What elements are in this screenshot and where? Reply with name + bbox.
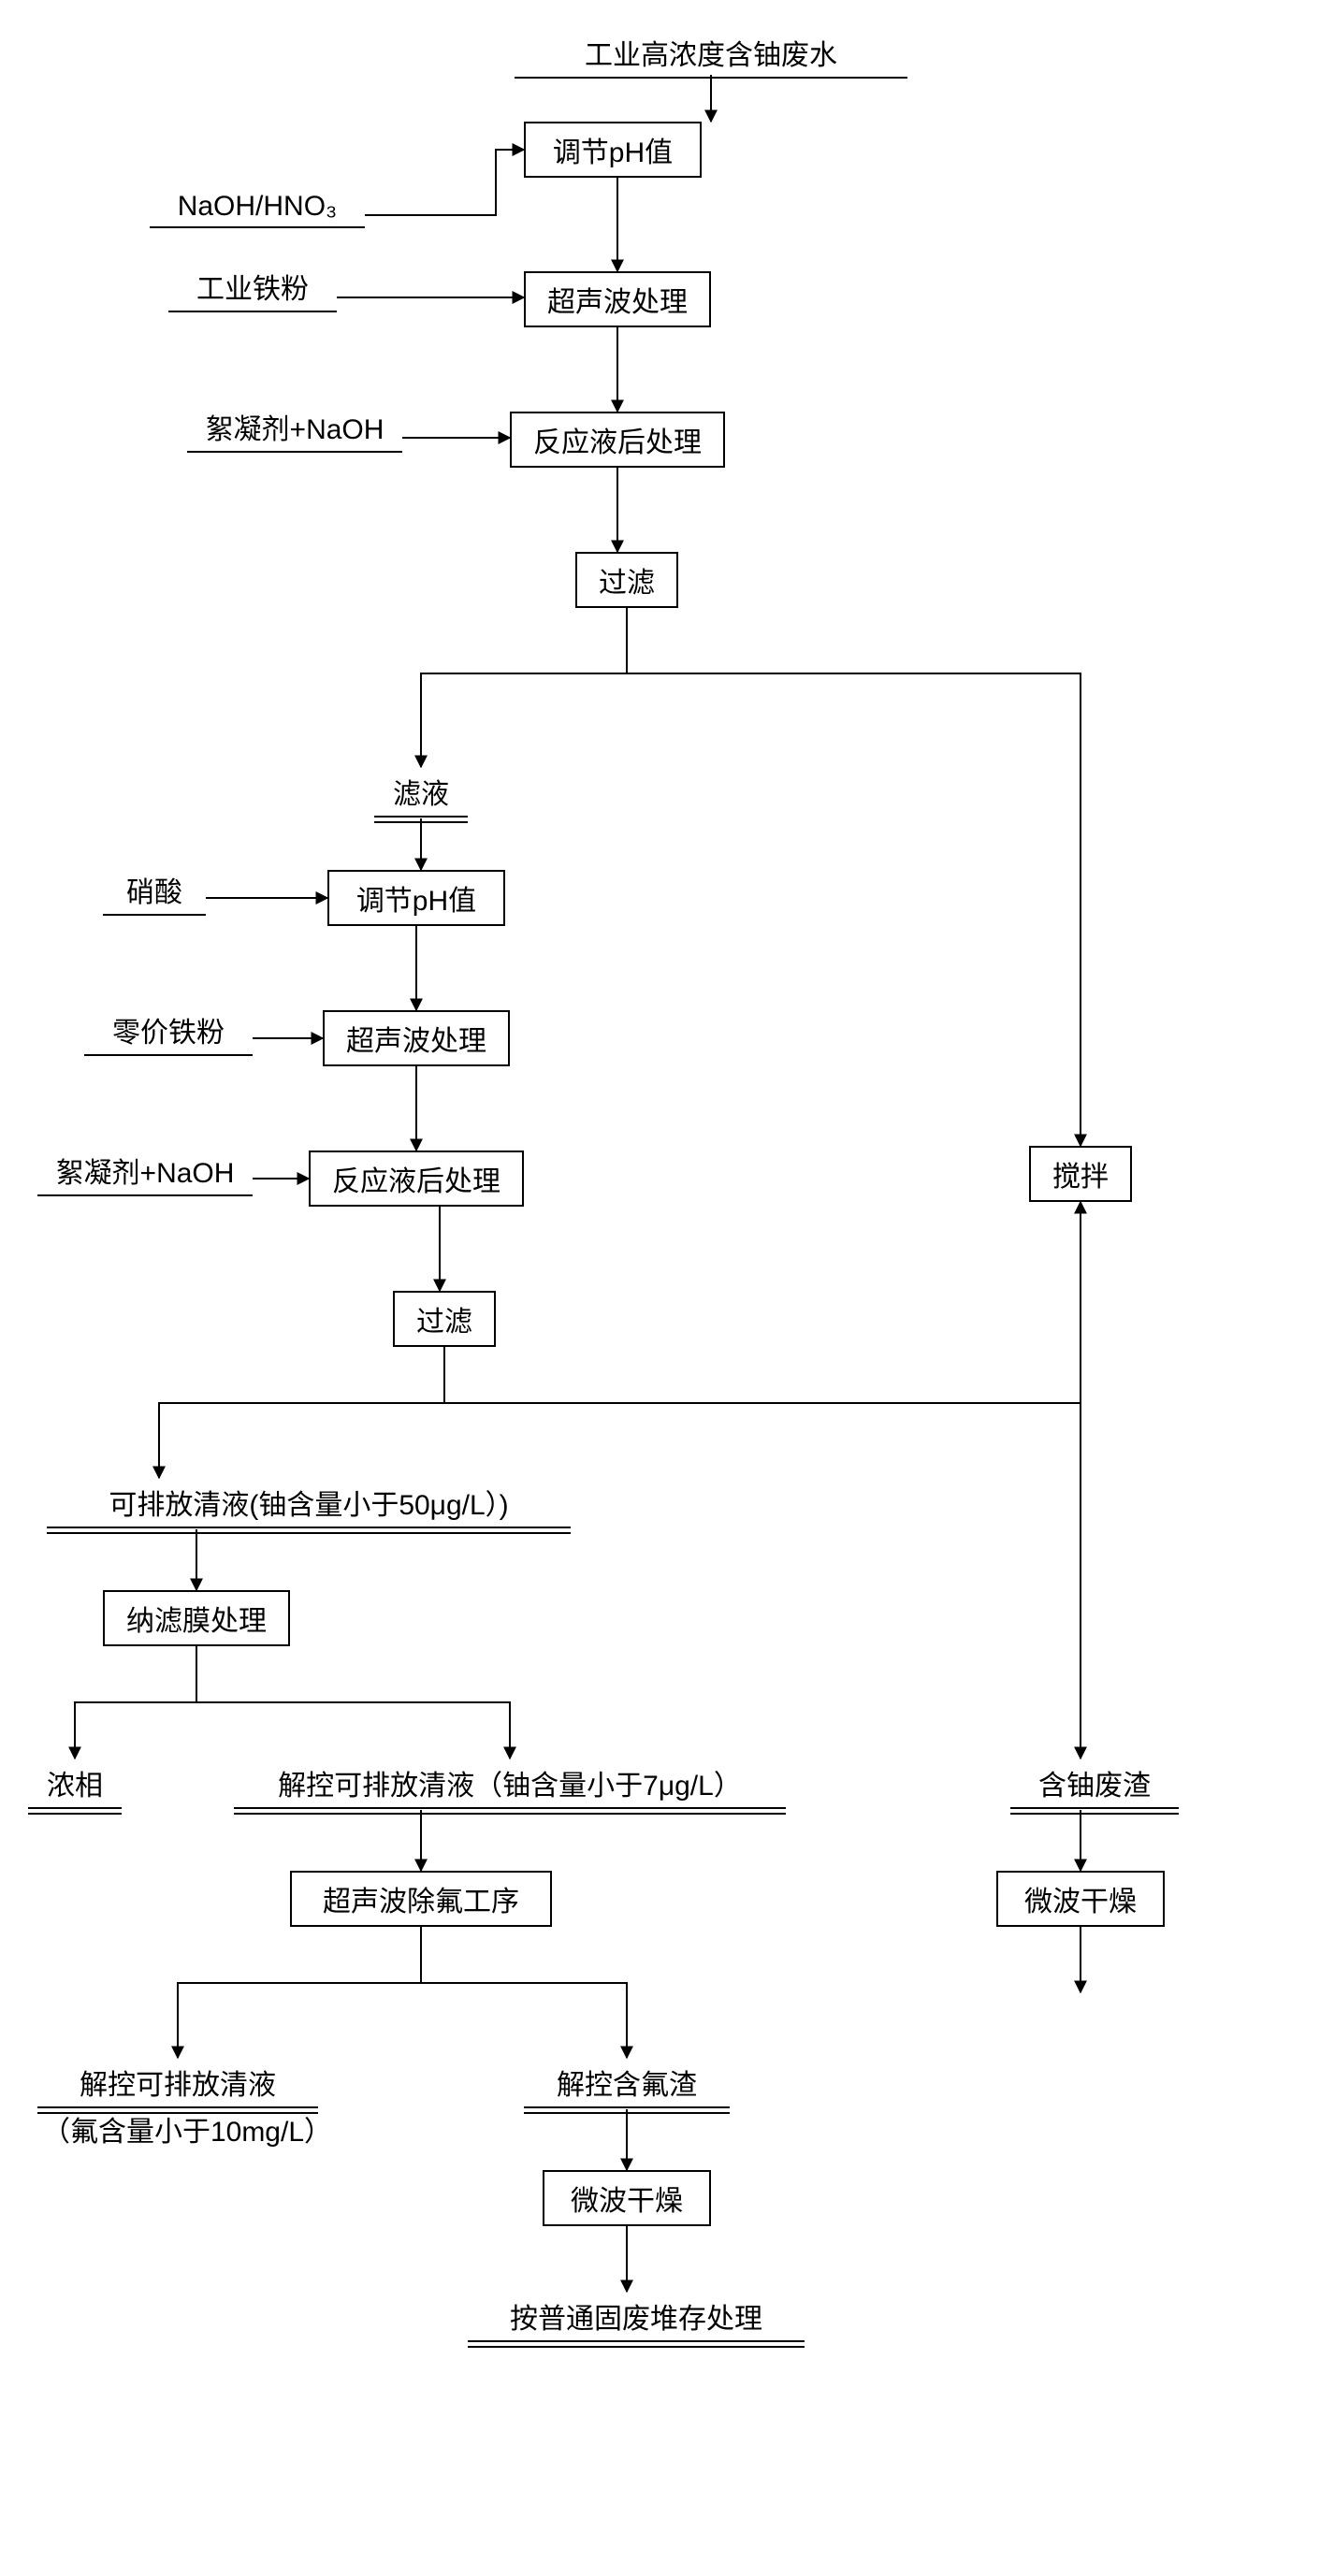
flow-node-n_post1: 反应液后处理 (510, 412, 725, 468)
flow-node-n_usf: 超声波除氟工序 (290, 1871, 552, 1927)
flow-node-n_filt1: 过滤 (575, 552, 678, 608)
edge-split3-n_conc (75, 1702, 196, 1758)
flow-node-n_fe1: 工业铁粉 (168, 262, 337, 312)
flow-node-n_fe2: 零价铁粉 (84, 1006, 253, 1056)
edge-split4-n_fslag (421, 1983, 627, 2058)
flow-node-n_us1: 超声波处理 (524, 271, 711, 327)
flow-node-n_top: 工业高浓度含铀废水 (515, 28, 907, 79)
edge-split2-n_disch (159, 1403, 444, 1478)
flow-node-n_floc1: 絮凝剂+NaOH (187, 402, 402, 453)
flow-node-n_disc2: 解控可排放清液（铀含量小于7μg/L） (234, 1758, 786, 1807)
flow-node-n_naoh: NaOH/HNO₃ (150, 187, 365, 228)
edge-n_naoh-n_ph1 (365, 150, 524, 215)
flow-node-n_floc2: 絮凝剂+NaOH (37, 1146, 253, 1196)
edge-split3-n_disc2 (196, 1702, 510, 1758)
edge-split4-n_disc3a (178, 1983, 421, 2058)
flow-node-n_filtr: 滤液 (374, 767, 468, 816)
flow-node-n_mw1: 微波干燥 (996, 1871, 1165, 1927)
flow-node-n_post2: 反应液后处理 (309, 1151, 524, 1207)
flow-node-n_ph1: 调节pH值 (524, 122, 702, 178)
flow-node-n_nitric: 硝酸 (103, 865, 206, 916)
edge-split-n_filtr (421, 673, 627, 767)
edge-split2-n_stir_in (444, 1202, 1081, 1403)
flow-node-n_filt2: 过滤 (393, 1291, 496, 1347)
edge-split-n_stir (627, 673, 1081, 1146)
flow-node-n_uslag: 含铀废渣 (1010, 1758, 1179, 1807)
flow-node-n_mw2: 微波干燥 (543, 2170, 711, 2226)
flow-node-n_ph2: 调节pH值 (327, 870, 505, 926)
flow-node-n_stir: 搅拌 (1029, 1146, 1132, 1202)
flow-node-n_disc3b: （氟含量小于10mg/L） (28, 2105, 346, 2153)
flow-node-n_nf: 纳滤膜处理 (103, 1590, 290, 1646)
flow-node-n_disch: 可排放清液(铀含量小于50μg/L）) (47, 1478, 571, 1527)
flow-node-n_solid: 按普通固废堆存处理 (468, 2292, 805, 2340)
flow-node-n_us2: 超声波处理 (323, 1010, 510, 1066)
flow-node-n_conc: 浓相 (28, 1758, 122, 1807)
flow-node-n_disc3a: 解控可排放清液 (37, 2058, 318, 2106)
flow-node-n_fslag: 解控含氟渣 (524, 2058, 730, 2106)
